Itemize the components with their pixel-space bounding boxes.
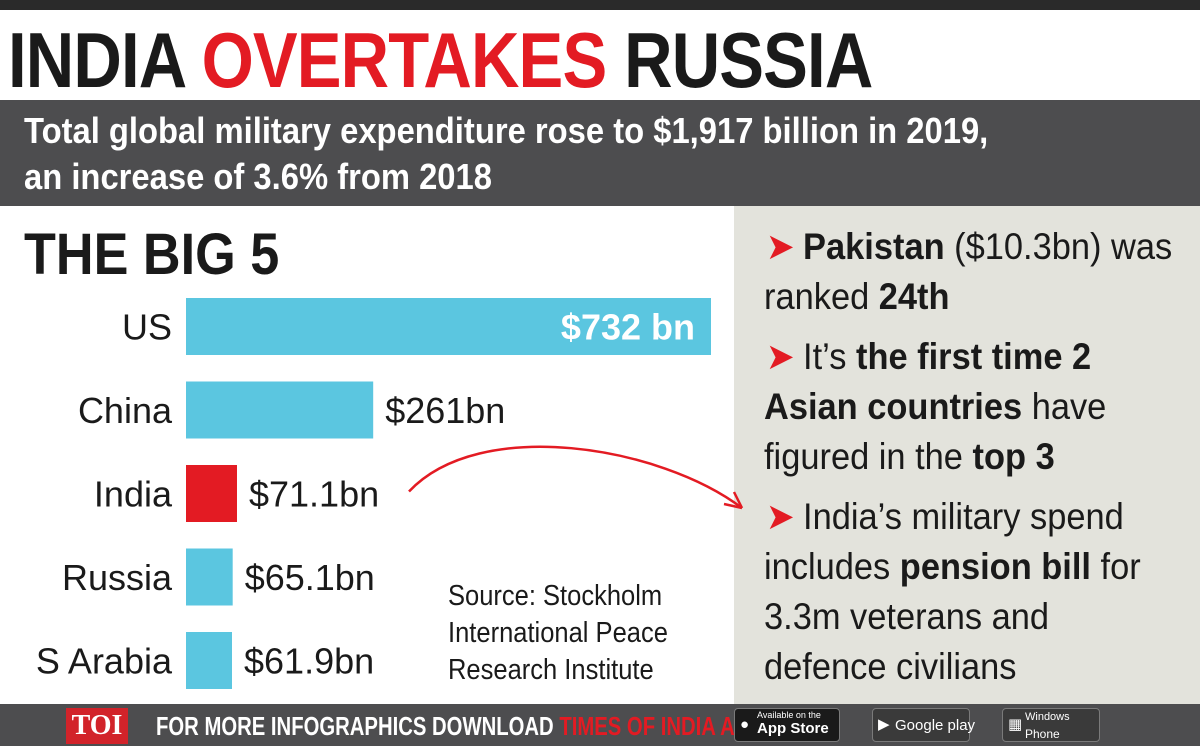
note-segment: It’s — [803, 336, 856, 377]
bullet-arrow-icon: ➤ — [765, 336, 795, 377]
google-play-badge[interactable]: ▶ Google play — [872, 708, 975, 742]
bar-china — [186, 381, 374, 439]
note-segment: pension bill — [899, 546, 1091, 587]
toi-logo[interactable]: TOI — [66, 708, 128, 744]
notes-list: ➤ Pakistan ($10.3bn) was ranked 24th ➤ It’s… — [764, 222, 1200, 702]
footer-promo: FOR MORE INFOGRAPHICS DOWNLOAD TIMES OF … — [156, 710, 762, 742]
notes-panel — [734, 206, 1200, 704]
windows-phone-small-label: Windows — [1025, 711, 1070, 723]
google-play-label: Google play — [895, 717, 976, 734]
source-line-3: Research Institute — [448, 654, 654, 686]
note-segment: 24th — [878, 276, 950, 317]
windows-phone-badge[interactable]: ▦ Windows Phone — [1002, 708, 1100, 742]
windows-phone-label: Phone — [1025, 727, 1060, 741]
note-item: ➤ Pakistan ($10.3bn) was ranked 24th — [764, 222, 1173, 322]
note-segment: have figured in the — [764, 386, 1107, 477]
top-rule — [0, 0, 1200, 10]
data-label: $71.1bn — [249, 474, 379, 515]
bar-chart: US $732 bn China $261bn India $71.1bn Russia $6… — [36, 298, 744, 689]
play-icon: ▶ — [878, 716, 890, 733]
category-label: Russia — [62, 557, 173, 598]
bar-s-arabia — [186, 632, 232, 689]
headline-highlight: OVERTAKES — [201, 16, 608, 104]
note-segment: the first time 2 Asian countries — [764, 336, 1092, 427]
subheadline-band: Total global military expenditure rose t… — [0, 100, 1200, 206]
app-store-badge[interactable]: ● Available on the App Store — [734, 708, 840, 742]
bar-russia — [186, 548, 233, 606]
promo-app-name: TIMES OF INDIA APP — [559, 711, 762, 741]
apple-icon: ● — [740, 716, 750, 733]
note-item: ➤ It’s the first time 2 Asian countries h… — [764, 332, 1173, 482]
note-segment: ($10.3bn) was ranked — [764, 226, 1173, 317]
bullet-arrow-icon: ➤ — [765, 226, 795, 267]
note-segment: top 3 — [972, 436, 1055, 477]
subheadline: Total global military expenditure rose t… — [24, 108, 1171, 200]
headline: INDIA OVERTAKES RUSSIA — [8, 20, 873, 100]
headline-part-1: INDIA — [8, 16, 202, 104]
bar-us — [186, 298, 711, 355]
data-label: $61.9bn — [244, 641, 374, 682]
data-label: $261bn — [385, 390, 505, 431]
subheadline-line-1: Total global military expenditure rose t… — [24, 110, 989, 151]
subheadline-line-2: an increase of 3.6% from 2018 — [24, 156, 492, 197]
app-store-small-label: Available on the — [757, 710, 821, 720]
source-note: Source: Stockholm International Peace Re… — [448, 578, 712, 689]
promo-text: FOR MORE INFOGRAPHICS DOWNLOAD — [156, 711, 560, 741]
source-line-1: Source: Stockholm — [448, 580, 663, 612]
windows-icon: ▦ — [1008, 716, 1023, 733]
headline-part-2: RUSSIA — [606, 16, 873, 104]
note-segment: India’s military spend includes — [764, 496, 1124, 587]
annotation-arrowhead — [723, 491, 744, 510]
note-segment: Pakistan — [803, 226, 945, 267]
footer-bar — [0, 704, 1200, 746]
bullet-arrow-icon: ➤ — [765, 496, 795, 537]
data-label: $732 bn — [561, 307, 695, 348]
note-item: ➤ India’s military spend includes pension… — [764, 492, 1173, 692]
category-label: US — [122, 307, 172, 348]
category-label: S Arabia — [36, 641, 173, 682]
app-store-label: App Store — [757, 720, 829, 737]
category-label: India — [94, 474, 173, 515]
bar-india — [186, 465, 237, 522]
data-label: $65.1bn — [245, 557, 375, 598]
section-title: THE BIG 5 — [24, 222, 280, 287]
source-line-2: International Peace — [448, 617, 668, 649]
category-label: China — [78, 390, 173, 431]
annotation-arrow — [408, 445, 743, 509]
note-segment: for 3.3m veterans and defence civilians — [764, 546, 1141, 687]
